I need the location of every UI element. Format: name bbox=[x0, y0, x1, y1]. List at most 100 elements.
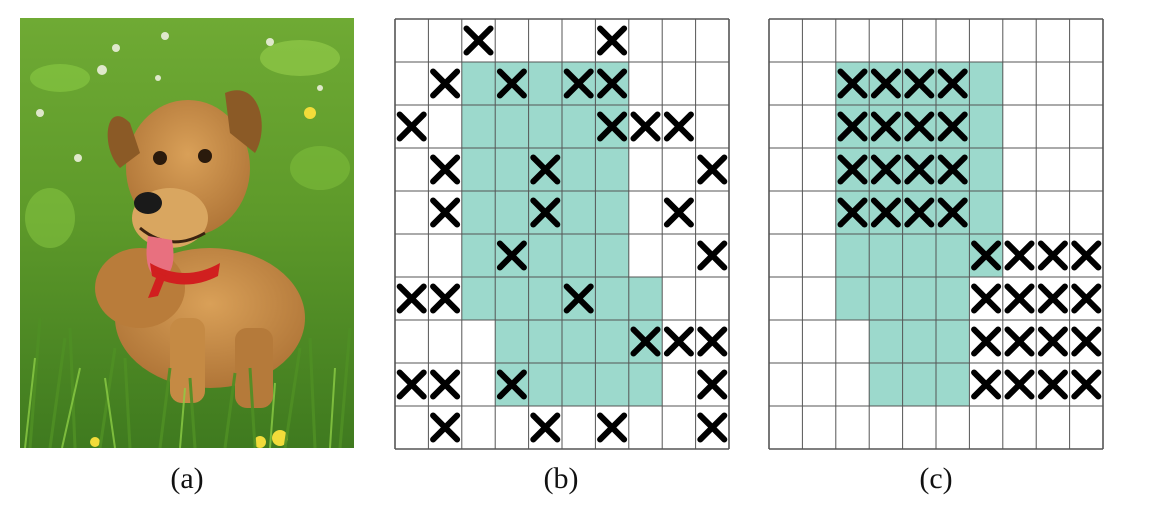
grid-c-mask-cell bbox=[902, 320, 936, 363]
grid-c-x-mark bbox=[837, 68, 868, 99]
grid-b-x-mark bbox=[496, 240, 527, 271]
grid-b-x-mark bbox=[697, 326, 728, 357]
grid-c-x-mark bbox=[837, 111, 868, 142]
grid-b-x-mark bbox=[430, 68, 461, 99]
grid-b-mask-cell bbox=[528, 62, 562, 105]
grid-b-x-mark bbox=[563, 283, 594, 314]
grid-b-x-mark bbox=[530, 197, 561, 228]
grid-c-mask-cell bbox=[969, 148, 1003, 191]
grid-c-mask-cell bbox=[969, 105, 1003, 148]
panel-a bbox=[20, 18, 354, 448]
grid-b-mask-cell bbox=[628, 363, 663, 406]
grid-b-mask-cell bbox=[595, 191, 629, 234]
grid-c-mask-cell bbox=[969, 62, 1003, 105]
grid-b-mask-cell bbox=[495, 105, 529, 148]
grid-b-x-mark bbox=[430, 154, 461, 185]
grid-b-mask-cell bbox=[461, 105, 496, 148]
grid-c-x-mark bbox=[1004, 369, 1035, 400]
grid-b-x-mark bbox=[496, 369, 527, 400]
grid-c-x-mark bbox=[904, 154, 935, 185]
grid-b-mask-cell bbox=[562, 234, 596, 277]
grid-b-mask-cell bbox=[562, 191, 596, 234]
panel-c bbox=[768, 18, 1104, 450]
grid-b-mask-cell bbox=[528, 105, 562, 148]
grid-c-x-mark bbox=[937, 154, 968, 185]
grid-b-mask-cell bbox=[595, 363, 629, 406]
panel-b bbox=[394, 18, 730, 450]
caption-b: (b) bbox=[543, 462, 579, 495]
grid-b-mask-cell bbox=[461, 191, 496, 234]
grid-b-x-mark bbox=[597, 111, 628, 142]
grid-c-x-mark bbox=[1037, 369, 1068, 400]
grid-c-x-mark bbox=[937, 111, 968, 142]
grid-c-x-mark bbox=[870, 197, 901, 228]
grid-b-x-mark bbox=[530, 412, 561, 443]
grid-b-mask-cell bbox=[595, 320, 629, 363]
grid-b-x-mark bbox=[530, 154, 561, 185]
grid-b-x-mark bbox=[630, 326, 661, 357]
grid-c-x-mark bbox=[904, 111, 935, 142]
grid-c-x-mark bbox=[971, 283, 1002, 314]
grid-c-mask-cell bbox=[936, 234, 970, 277]
grid-c-x-mark bbox=[1071, 369, 1102, 400]
grid-c bbox=[768, 18, 1104, 450]
grid-b-mask-cell bbox=[595, 148, 629, 191]
grid-c-mask-cell bbox=[936, 277, 970, 320]
grid-b-x-mark bbox=[430, 283, 461, 314]
grid-b-x-mark bbox=[496, 68, 527, 99]
grid-b-x-mark bbox=[697, 412, 728, 443]
grid-b-mask-cell bbox=[495, 148, 529, 191]
grid-b-mask-cell bbox=[562, 105, 596, 148]
grid-b-x-mark bbox=[463, 25, 494, 56]
grid-b-mask-cell bbox=[595, 277, 629, 320]
grid-c-mask-cell bbox=[936, 320, 970, 363]
grid-c-mask-cell bbox=[936, 363, 970, 406]
grid-c-x-mark bbox=[1037, 283, 1068, 314]
grid-b-x-mark bbox=[697, 240, 728, 271]
grid-b-x-mark bbox=[630, 111, 661, 142]
grid-b-mask-cell bbox=[528, 277, 562, 320]
grid-b-mask-cell bbox=[628, 277, 663, 320]
grid-c-mask-cell bbox=[869, 363, 903, 406]
grid-b-x-mark bbox=[430, 412, 461, 443]
grid-b-x-mark bbox=[697, 369, 728, 400]
grid-b-mask-cell bbox=[495, 320, 529, 363]
grid-b-mask-cell bbox=[495, 191, 529, 234]
grid-b-mask-cell bbox=[562, 320, 596, 363]
grid-b-x-mark bbox=[563, 68, 594, 99]
grid-c-mask-cell bbox=[835, 234, 870, 277]
grid-c-x-mark bbox=[937, 68, 968, 99]
grid-c-x-mark bbox=[1004, 240, 1035, 271]
grid-b-x-mark bbox=[597, 25, 628, 56]
grid-c-x-mark bbox=[971, 326, 1002, 357]
grid-b-x-mark bbox=[430, 369, 461, 400]
grid-c-x-mark bbox=[904, 68, 935, 99]
grid-c-x-mark bbox=[1071, 326, 1102, 357]
grid-c-x-mark bbox=[971, 369, 1002, 400]
grid-c-mask-cell bbox=[902, 363, 936, 406]
grid-c-x-mark bbox=[904, 197, 935, 228]
grid-b-mask-cell bbox=[495, 277, 529, 320]
grid-c-mask-cell bbox=[835, 277, 870, 320]
grid-b bbox=[394, 18, 730, 450]
grid-c-x-mark bbox=[1004, 283, 1035, 314]
grid-c-x-mark bbox=[1037, 326, 1068, 357]
grid-c-x-mark bbox=[870, 68, 901, 99]
grid-b-mask-cell bbox=[461, 277, 496, 320]
grid-c-x-mark bbox=[1037, 240, 1068, 271]
grid-c-x-mark bbox=[870, 154, 901, 185]
grid-b-x-mark bbox=[396, 283, 427, 314]
grid-b-x-mark bbox=[697, 154, 728, 185]
grid-b-x-mark bbox=[396, 369, 427, 400]
grid-b-mask-cell bbox=[528, 234, 562, 277]
grid-c-x-mark bbox=[837, 197, 868, 228]
grid-c-x-mark bbox=[1004, 326, 1035, 357]
dog-photo bbox=[20, 18, 354, 448]
grid-b-x-mark bbox=[597, 412, 628, 443]
grid-c-x-mark bbox=[837, 154, 868, 185]
caption-c: (c) bbox=[919, 462, 953, 495]
caption-a: (a) bbox=[170, 462, 204, 495]
grid-c-x-mark bbox=[1071, 240, 1102, 271]
grid-b-x-mark bbox=[663, 326, 694, 357]
grid-b-x-mark bbox=[663, 111, 694, 142]
